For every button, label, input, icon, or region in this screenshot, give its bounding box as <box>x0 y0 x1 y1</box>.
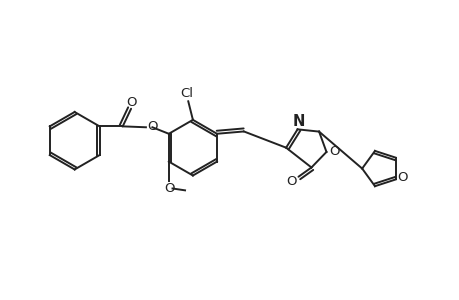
Text: Cl: Cl <box>179 87 192 101</box>
Text: O: O <box>329 146 339 158</box>
Text: O: O <box>126 96 136 109</box>
Text: O: O <box>286 175 297 188</box>
Text: O: O <box>147 120 157 133</box>
Text: N: N <box>291 114 304 129</box>
Text: O: O <box>397 171 407 184</box>
Text: O: O <box>164 182 174 195</box>
